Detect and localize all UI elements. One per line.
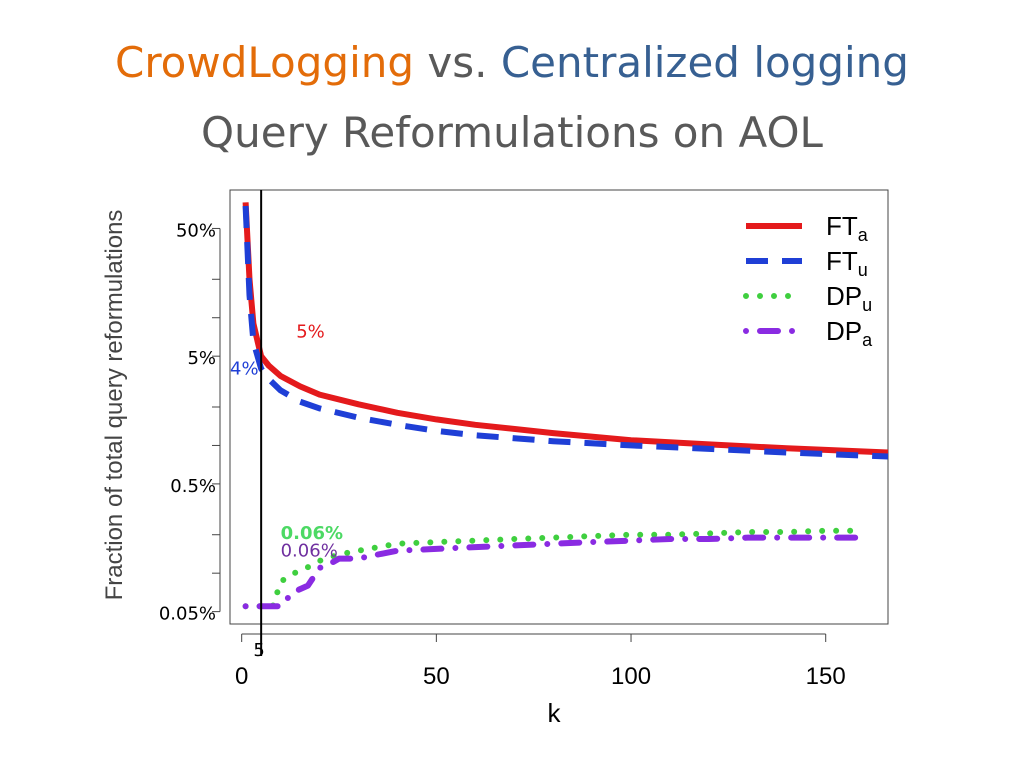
annotation-label: 0.06% [281,541,338,562]
legend-label: FTa [826,211,869,245]
x-axis-label: k [548,698,562,728]
y-tick-label: 0.05% [159,604,216,625]
series-line-FTa [242,202,889,456]
series-line-DPa [242,534,860,610]
series-line-DPu [242,527,860,610]
title-crowdlogging: CrowdLogging [115,38,415,87]
annotation-label: 4% [230,358,259,379]
annotation-label: 0.06% [281,523,343,544]
legend-label: DPa [826,316,873,350]
y-axis-label: Fraction of total query reformulations [101,210,128,601]
slide-subtitle: Query Reformulations on AOL [201,108,823,157]
x-tick-label: 100 [611,663,651,690]
slide-title: CrowdLogging vs. Centralized logging [0,42,1024,84]
x-tick-label: 0 [235,663,248,690]
y-tick-label: 0.5% [170,476,216,497]
y-tick-label: 5% [187,348,216,369]
k-marker-label: 5 [253,640,264,661]
x-tick-label: 150 [806,663,846,690]
annotation-label: 5% [296,322,325,343]
series-line-FTu [242,205,889,460]
legend-label: DPu [826,281,872,315]
title-vs: vs. [414,38,501,87]
legend-label: FTu [826,246,868,280]
x-tick-label: 50 [423,663,450,690]
title-centralized: Centralized logging [500,38,909,87]
y-tick-label: 50% [176,220,216,241]
plot-frame [229,189,889,625]
